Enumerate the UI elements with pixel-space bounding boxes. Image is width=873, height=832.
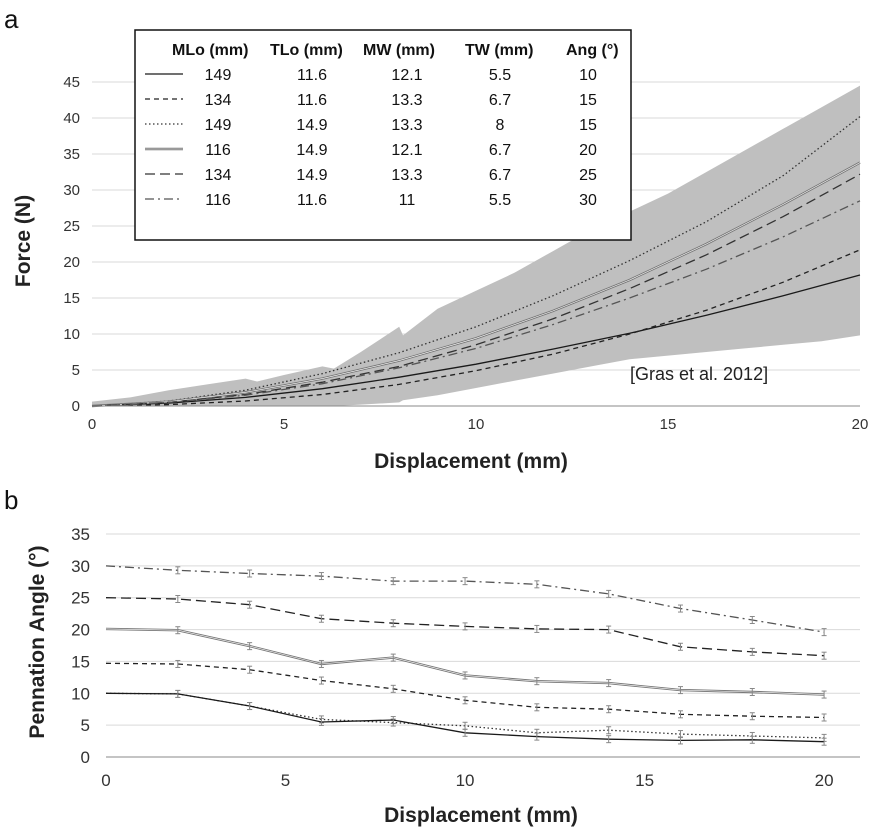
- legend-cell: 15: [579, 117, 597, 134]
- legend-row: 116 14.9 12.1 6.7 20: [145, 142, 597, 159]
- panel-b-series: [105, 565, 827, 746]
- citation-annotation: [Gras et al. 2012]: [630, 364, 768, 384]
- legend-cell: 116: [205, 192, 231, 209]
- legend-row: 134 14.9 13.3 6.7 25: [145, 167, 597, 184]
- legend-cell: 11: [399, 192, 416, 209]
- x-tick-label: 15: [660, 416, 677, 433]
- x-tick-label: 15: [635, 771, 654, 790]
- panel-b: b 0 5 10 15 20 0 5 10 15 20 25 30 35 Displacement (…: [4, 485, 860, 827]
- panel-b-label: b: [4, 485, 18, 515]
- x-tick-label: 5: [281, 771, 290, 790]
- panel-a-x-axis-label: Displacement (mm): [374, 450, 568, 473]
- y-tick-label: 0: [72, 398, 80, 415]
- panel-b-x-axis-label: Displacement (mm): [384, 804, 578, 827]
- y-tick-label: 25: [71, 589, 90, 608]
- legend-cell: 14.9: [296, 117, 327, 134]
- legend-cell: 10: [579, 67, 597, 84]
- y-tick-label: 5: [72, 362, 80, 379]
- force-series-2: [91, 249, 861, 407]
- legend-header-row: MLo (mm) TLo (mm) MW (mm) TW (mm) Ang (°…: [172, 42, 619, 59]
- y-tick-label: 10: [63, 326, 80, 343]
- legend-cell: 149: [205, 67, 232, 84]
- y-tick-label: 20: [63, 254, 80, 271]
- legend-cell: 25: [579, 167, 597, 184]
- force-series-6: [91, 200, 861, 407]
- legend-cell: 14.9: [296, 167, 327, 184]
- panel-a-y-ticks: 0 5 10 15 20 25 30 35 40 45: [63, 74, 80, 415]
- panel-a-y-axis-label: Force (N): [12, 195, 35, 287]
- y-tick-label: 30: [71, 557, 90, 576]
- angle-series-1: [105, 565, 825, 633]
- y-tick-label: 30: [63, 182, 80, 199]
- y-tick-label: 45: [63, 74, 80, 91]
- panel-a-shaded-band: [92, 85, 860, 406]
- x-tick-label: 0: [88, 416, 96, 433]
- force-series-3: [91, 116, 861, 407]
- legend-cell: 30: [579, 192, 597, 209]
- legend-cell: 134: [205, 167, 232, 184]
- y-tick-label: 35: [63, 146, 80, 163]
- legend-cell: 6.7: [489, 167, 511, 184]
- legend-cell: 11.6: [297, 92, 327, 109]
- panel-a-legend: MLo (mm) TLo (mm) MW (mm) TW (mm) Ang (°…: [134, 29, 632, 241]
- x-tick-label: 20: [815, 771, 834, 790]
- y-tick-label: 35: [71, 525, 90, 544]
- y-tick-label: 0: [81, 748, 90, 767]
- panel-b-y-axis-label: Pennation Angle (°): [26, 545, 49, 738]
- legend-cell: 13.3: [391, 167, 422, 184]
- legend-cell: 5.5: [489, 67, 511, 84]
- y-tick-label: 15: [71, 652, 90, 671]
- y-tick-label: 15: [63, 290, 80, 307]
- x-tick-label: 10: [456, 771, 475, 790]
- legend-cell: 14.9: [296, 142, 327, 159]
- y-tick-label: 5: [81, 716, 90, 735]
- panel-a-series: [91, 116, 861, 408]
- panel-b-y-ticks: 0 5 10 15 20 25 30 35: [71, 525, 90, 767]
- legend-row: 134 11.6 13.3 6.7 15: [145, 92, 597, 109]
- panel-b-x-ticks: 0 5 10 15 20: [101, 771, 833, 790]
- panel-a: a 0 5 10 15 20 0 5 10 15 20 25 30 35 40 45 Displaceme…: [4, 4, 868, 473]
- legend-cell: 8: [496, 117, 505, 134]
- legend-cell: 134: [205, 92, 232, 109]
- panel-a-label: a: [4, 4, 19, 34]
- panel-b-gridlines: [106, 533, 860, 726]
- panel-a-x-ticks: 0 5 10 15 20: [88, 416, 869, 433]
- force-series-4-inner: [91, 162, 861, 407]
- legend-header-tlo: TLo (mm): [270, 42, 343, 59]
- legend-cell: 5.5: [489, 192, 511, 209]
- legend-cell: 13.3: [391, 92, 422, 109]
- x-tick-label: 5: [280, 416, 288, 433]
- legend-header-mlo: MLo (mm): [172, 42, 248, 59]
- legend-header-tw: TW (mm): [465, 42, 533, 59]
- legend-box: [134, 29, 632, 241]
- x-tick-label: 0: [101, 771, 110, 790]
- y-tick-label: 20: [71, 621, 90, 640]
- legend-row: 149 11.6 12.1 5.5 10: [145, 67, 597, 84]
- legend-cell: 11.6: [297, 67, 327, 84]
- legend-cell: 116: [205, 142, 231, 159]
- legend-cell: 15: [579, 92, 597, 109]
- legend-header-mw: MW (mm): [363, 42, 435, 59]
- legend-cell: 12.1: [391, 67, 422, 84]
- legend-cell: 6.7: [489, 92, 511, 109]
- y-tick-label: 25: [63, 218, 80, 235]
- x-tick-label: 10: [468, 416, 485, 433]
- legend-cell: 149: [205, 117, 232, 134]
- legend-cell: 12.1: [391, 142, 422, 159]
- legend-cell: 6.7: [489, 142, 511, 159]
- x-tick-label: 20: [852, 416, 869, 433]
- legend-row: 116 11.6 11 5.5 30: [145, 192, 597, 209]
- legend-header-ang: Ang (°): [566, 42, 619, 59]
- legend-cell: 11.6: [297, 192, 327, 209]
- legend-row: 149 14.9 13.3 8 15: [145, 117, 597, 134]
- y-tick-label: 40: [63, 110, 80, 127]
- legend-cell: 20: [579, 142, 597, 159]
- y-tick-label: 10: [71, 684, 90, 703]
- force-series-1: [91, 274, 861, 407]
- legend-cell: 13.3: [391, 117, 422, 134]
